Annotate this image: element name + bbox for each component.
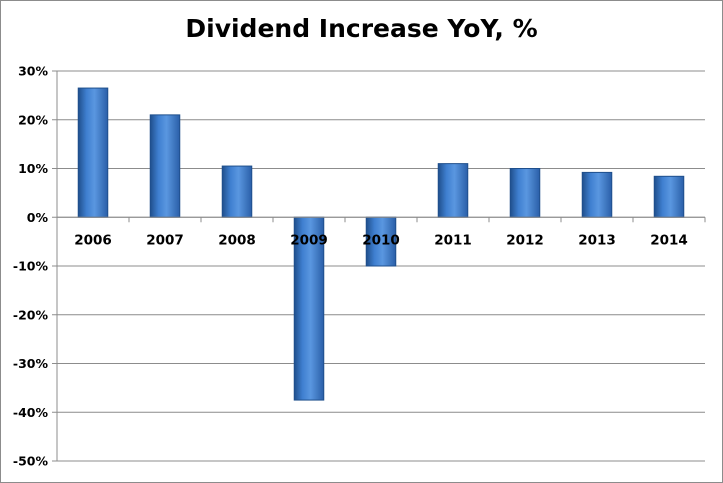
x-tick-label: 2011 [434,232,472,248]
y-tick-label: -50% [13,454,49,469]
x-tick-label: 2009 [290,232,328,248]
x-tick-label: 2007 [146,232,184,248]
x-tick-label: 2010 [362,232,400,248]
bar-2010 [365,216,397,267]
y-tick-label: -40% [13,405,49,420]
y-tick-label: -30% [13,356,49,371]
bar-2012 [509,168,541,218]
x-tick-label: 2008 [218,232,256,248]
bar-2007 [149,114,181,218]
x-tick-label: 2013 [578,232,616,248]
bar-2013 [581,171,613,218]
y-tick-label: -20% [13,307,49,322]
y-tick-label: 20% [18,112,48,127]
y-tick-label: -10% [13,259,49,274]
y-tick-label: 30% [18,64,48,79]
y-tick-label: 0% [27,210,49,225]
x-tick-label: 2006 [74,232,112,248]
x-tick-label: 2012 [506,232,544,248]
bar-2009 [293,216,325,401]
bar-2008 [221,165,253,218]
bars [77,87,685,401]
bar-2014 [653,175,685,218]
y-axis: 30% 20% 10% 0% -10% -20% -30% -40% -50% [13,64,58,469]
bar-2011 [437,163,469,218]
y-tick-label: 10% [18,161,48,176]
bar-2006 [77,87,109,218]
x-tick-label: 2014 [650,232,688,248]
x-axis: 2006 2007 2008 2009 2010 2011 2012 2013 2014 [56,216,706,248]
chart-title: Dividend Increase YoY, % [185,14,538,43]
